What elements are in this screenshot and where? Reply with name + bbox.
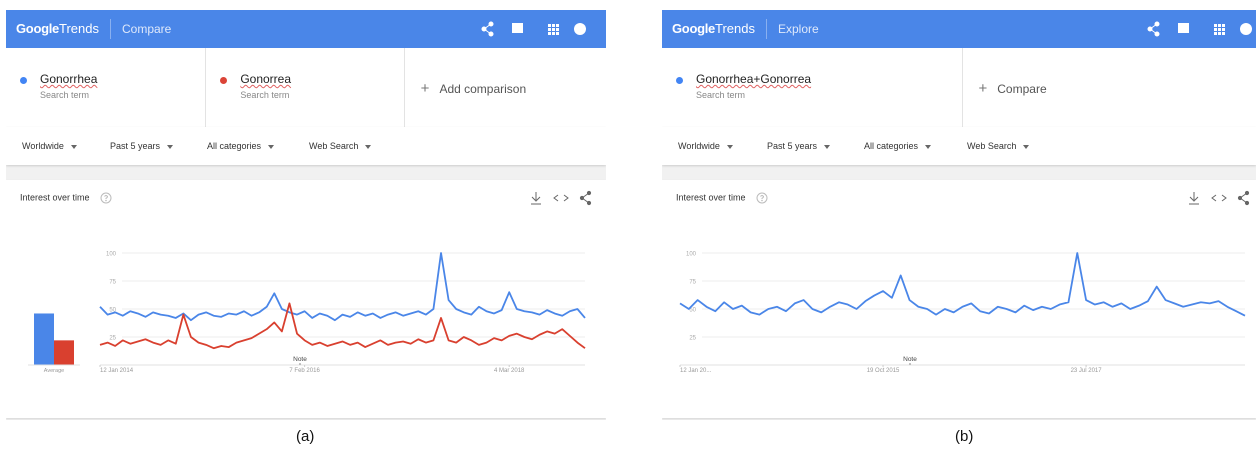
term-sub: Search term	[240, 90, 289, 100]
term-sub: Search term	[696, 90, 745, 100]
divider	[766, 19, 767, 39]
brand-name: Google	[16, 21, 59, 36]
add-text: Compare	[997, 82, 1046, 96]
average-label: Average	[44, 368, 64, 374]
section-title: Explore	[778, 22, 819, 36]
share-icon[interactable]	[1148, 22, 1159, 36]
feedback-icon[interactable]	[1178, 23, 1189, 33]
term[interactable]: Gonorrea Search term	[206, 48, 404, 127]
card-icons	[528, 190, 598, 206]
card-title: Interest over time	[676, 192, 768, 204]
card-title: Interest over time	[20, 192, 112, 204]
card-icons	[1186, 190, 1256, 206]
term-name: Gonorrhea	[40, 72, 97, 86]
filter[interactable]: Web Search	[967, 141, 1029, 151]
x-tick-label: 12 Jan 20...	[680, 368, 712, 374]
term-dot	[20, 77, 27, 84]
card-title-text: Interest over time	[20, 192, 90, 202]
apps-icon[interactable]	[1214, 24, 1225, 35]
embed-icon[interactable]	[1212, 195, 1226, 201]
filter[interactable]: Past 5 years	[110, 141, 173, 151]
term-dot	[220, 77, 227, 84]
x-tick-label: 19 Oct 2015	[867, 368, 900, 374]
filter[interactable]: Past 5 years	[767, 141, 830, 151]
page: GoogleTrends Compare Gonorrhea Search te…	[0, 0, 1256, 450]
y-tick-label: 75	[689, 280, 696, 286]
series-line	[100, 253, 585, 320]
divider	[110, 19, 111, 39]
average-bar	[34, 313, 54, 365]
plus-icon: +	[979, 80, 988, 97]
card-title-text: Interest over time	[676, 192, 746, 202]
y-tick-label: 25	[109, 336, 116, 342]
terms-row: Gonorrhea+Gonorrea Search term + Compare	[662, 48, 1256, 128]
share-icon[interactable]	[1238, 191, 1248, 204]
product-name: Trends	[59, 21, 99, 36]
note-label: Note	[293, 356, 307, 363]
filters-row: Worldwide Past 5 years All categories We…	[662, 127, 1256, 165]
x-tick-label: 7 Feb 2016	[289, 368, 320, 374]
filter[interactable]: Worldwide	[678, 141, 733, 151]
add-comparison[interactable]: + Compare	[963, 48, 1256, 127]
panel: GoogleTrends Explore Gonorrhea+Gonorrea …	[662, 10, 1256, 420]
term[interactable]: Gonorrhea+Gonorrea Search term	[662, 48, 963, 127]
help-icon[interactable]	[756, 192, 768, 204]
header-icons	[1142, 20, 1256, 38]
term-dot	[676, 77, 683, 84]
download-icon[interactable]	[531, 192, 541, 204]
term-name: Gonorrhea+Gonorrea	[696, 72, 811, 86]
y-tick-label: 100	[686, 252, 697, 258]
account-icon[interactable]	[574, 23, 586, 35]
y-tick-label: 75	[109, 280, 116, 286]
app-header: GoogleTrends Compare	[6, 10, 606, 48]
filter[interactable]: Web Search	[309, 141, 371, 151]
filter[interactable]: Worldwide	[22, 141, 77, 151]
embed-icon[interactable]	[554, 195, 568, 201]
add-text: Add comparison	[439, 82, 526, 96]
panel: GoogleTrends Compare Gonorrhea Search te…	[6, 10, 606, 420]
app-header: GoogleTrends Explore	[662, 10, 1256, 48]
series-line	[100, 303, 585, 348]
x-tick-label: 12 Jan 2014	[100, 368, 134, 374]
y-tick-label: 100	[106, 252, 117, 258]
brand-name: Google	[672, 21, 715, 36]
header-icons	[476, 20, 596, 38]
add-label: + Compare	[979, 80, 1047, 97]
filters-row: Worldwide Past 5 years All categories We…	[6, 127, 606, 165]
caption: (a)	[296, 428, 314, 445]
brand[interactable]: GoogleTrends	[672, 21, 755, 36]
product-name: Trends	[715, 21, 755, 36]
plus-icon: +	[421, 80, 430, 97]
average-bar	[54, 340, 74, 365]
term-name: Gonorrea	[240, 72, 291, 86]
account-icon[interactable]	[1240, 23, 1252, 35]
series-line	[680, 253, 1245, 316]
share-icon[interactable]	[580, 191, 590, 204]
share-icon[interactable]	[482, 22, 493, 36]
terms-row: Gonorrhea Search term Gonorrea Search te…	[6, 48, 606, 128]
term-sub: Search term	[40, 90, 89, 100]
note-label: Note	[903, 356, 917, 363]
feedback-icon[interactable]	[512, 23, 523, 33]
add-comparison[interactable]: + Add comparison	[405, 48, 606, 127]
apps-icon[interactable]	[548, 24, 559, 35]
term[interactable]: Gonorrhea Search term	[6, 48, 206, 127]
section-title: Compare	[122, 22, 171, 36]
filter[interactable]: All categories	[864, 141, 931, 151]
download-icon[interactable]	[1189, 192, 1199, 204]
x-tick-label: 4 Mar 2018	[494, 368, 525, 374]
help-icon[interactable]	[100, 192, 112, 204]
brand[interactable]: GoogleTrends	[16, 21, 99, 36]
caption: (b)	[955, 428, 973, 445]
y-tick-label: 25	[689, 336, 696, 342]
add-label: + Add comparison	[421, 80, 526, 97]
filter[interactable]: All categories	[207, 141, 274, 151]
x-tick-label: 23 Jul 2017	[1071, 368, 1103, 374]
